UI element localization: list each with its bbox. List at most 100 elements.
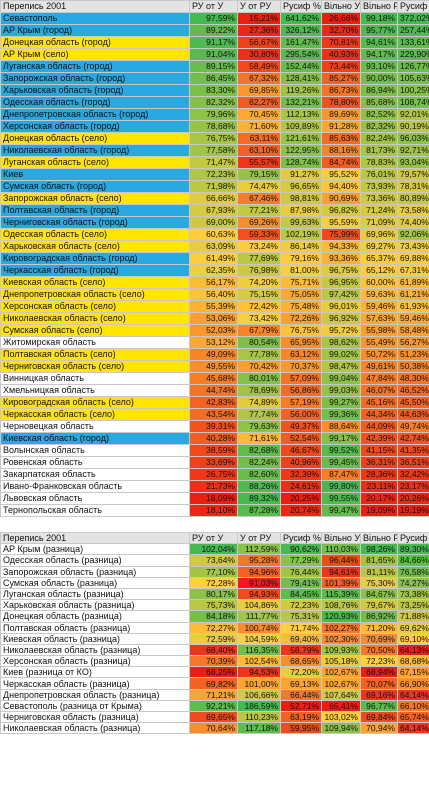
value-cell: 75,30%: [360, 576, 398, 589]
value-cell: 72,59%: [189, 632, 238, 645]
value-cell: 94,33%: [321, 240, 361, 253]
value-cell: 64,14%: [397, 688, 429, 701]
value-cell: 128,74%: [280, 156, 322, 169]
name-cell: Волынская область: [0, 444, 190, 457]
value-cell: 73,25%: [397, 599, 429, 612]
value-cell: 326,12%: [280, 24, 322, 37]
value-cell: 108,76%: [321, 599, 361, 612]
row: Севастополь 97,59% 15,21% 641,62% 26,66% 99,1…: [0, 12, 429, 25]
value-cell: 58,48%: [397, 324, 429, 337]
value-cell: 88,16%: [321, 144, 361, 157]
value-cell: 132,21%: [280, 96, 322, 109]
value-cell: 84,67%: [360, 587, 398, 601]
value-cell: 20,25%: [280, 492, 322, 505]
value-cell: 107,64%: [321, 688, 361, 701]
value-cell: 80,54%: [237, 336, 281, 349]
value-cell: 94,17%: [360, 48, 398, 61]
row: Черниговская область (село) 49,55% 70,42% 7…: [0, 360, 429, 373]
value-cell: 71,98%: [189, 180, 238, 193]
value-cell: 69,88%: [397, 252, 429, 265]
value-cell: 186,59%: [237, 699, 281, 713]
value-cell: 71,60%: [237, 120, 281, 133]
value-cell: 20,17%: [360, 492, 398, 505]
value-cell: 103,02%: [321, 710, 361, 724]
value-cell: 65,41%: [321, 699, 361, 713]
value-cell: 122,95%: [280, 144, 322, 157]
value-cell: 57,63%: [360, 312, 398, 325]
value-cell: 91,27%: [280, 168, 322, 181]
value-cell: 20,26%: [397, 492, 429, 505]
header-cell: РУ от У: [189, 531, 238, 545]
value-cell: 91,04%: [189, 48, 238, 61]
name-cell: Харьковская область (разница): [0, 599, 190, 612]
value-cell: 65,37%: [360, 252, 398, 265]
value-cell: 100,74%: [237, 621, 281, 634]
value-cell: 67,15%: [397, 666, 429, 679]
value-cell: 40,28%: [189, 432, 238, 445]
name-cell: Харьковская область (город): [0, 84, 190, 97]
value-cell: 229,90%: [397, 48, 429, 61]
value-cell: 94,93%: [237, 587, 281, 601]
row: Сумская область (разница) 72,28% 91,03% 79,…: [0, 576, 429, 589]
row: Одесская область (село) 60,63% 59,33% 102,1…: [0, 228, 429, 241]
row: Запорожская область (город) 86,45% 67,32% 1…: [0, 72, 429, 85]
row: Николаевская область (разница) 70,64% 117,…: [0, 722, 429, 735]
value-cell: 19,19%: [397, 504, 429, 517]
value-cell: 57,19%: [280, 396, 322, 409]
value-cell: 75,15%: [237, 288, 281, 301]
row: Харьковская область (город) 83,30% 69,85% 1…: [0, 84, 429, 97]
value-cell: 76,58%: [397, 565, 429, 578]
header-cell: Вільно У: [321, 0, 361, 13]
value-cell: 641,62%: [280, 12, 322, 25]
row: Запорожская область (село) 66,66% 67,46% 98…: [0, 192, 429, 205]
value-cell: 89,22%: [189, 24, 238, 37]
value-cell: 95,28%: [237, 554, 281, 567]
value-cell: 89,32%: [237, 492, 281, 505]
value-cell: 32,42%: [397, 468, 429, 481]
name-cell: Одесская область (разница): [0, 554, 190, 567]
header-cell: Перепись 2001: [0, 0, 190, 13]
value-cell: 71,20%: [360, 621, 398, 634]
value-cell: 71,24%: [360, 204, 398, 217]
value-cell: 71,47%: [189, 156, 238, 169]
value-cell: 94,40%: [321, 180, 361, 193]
value-cell: 56,27%: [397, 336, 429, 349]
header-cell: Вільно У: [321, 531, 361, 545]
value-cell: 72,23%: [189, 168, 238, 181]
value-cell: 99,02%: [321, 348, 361, 361]
name-cell: Донецкая область (село): [0, 132, 190, 145]
value-cell: 68,68%: [397, 655, 429, 668]
name-cell: АР Крым (город): [0, 24, 190, 37]
value-cell: 98,81%: [280, 192, 322, 205]
row: Киев 72,23% 79,15% 91,27% 95,52% 76,01% 79,57%: [0, 168, 429, 181]
value-cell: 75,71%: [280, 276, 322, 289]
name-cell: АР Крым (село): [0, 48, 190, 61]
value-cell: 78,83%: [360, 156, 398, 169]
value-cell: 69,40%: [280, 632, 322, 645]
value-cell: 69,62%: [397, 621, 429, 634]
value-cell: 91,03%: [237, 576, 281, 589]
value-cell: 70,50%: [360, 643, 398, 657]
value-cell: 47,84%: [360, 372, 398, 385]
value-cell: 98,62%: [321, 336, 361, 349]
value-cell: 75,05%: [280, 288, 322, 301]
value-cell: 128,41%: [280, 72, 322, 85]
value-cell: 69,16%: [360, 688, 398, 701]
value-cell: 69,82%: [189, 677, 238, 690]
row: Хмельницкая область 44,74% 78,69% 56,86% 99,…: [0, 384, 429, 397]
row: Львовская область 18,09% 89,32% 20,25% 99,55…: [0, 492, 429, 505]
row: Киевская область (село) 56,17% 74,20% 75,71…: [0, 276, 429, 289]
row: Полтавская область (село) 49,09% 77,78% 63,…: [0, 348, 429, 361]
value-cell: 66,66%: [189, 192, 238, 205]
value-cell: 74,47%: [237, 180, 281, 193]
value-cell: 94,96%: [237, 565, 281, 578]
value-cell: 64,14%: [397, 722, 429, 735]
name-cell: Запорожская область (город): [0, 72, 190, 85]
value-cell: 85,63%: [321, 132, 361, 145]
value-cell: 26,75%: [189, 468, 238, 481]
name-cell: Днепропетровская область (город): [0, 108, 190, 121]
row: Донецкая область (город) 91,17% 56,67% 161,…: [0, 36, 429, 49]
value-cell: 99,80%: [321, 480, 361, 493]
header-cell: Русиф %: [397, 0, 429, 13]
